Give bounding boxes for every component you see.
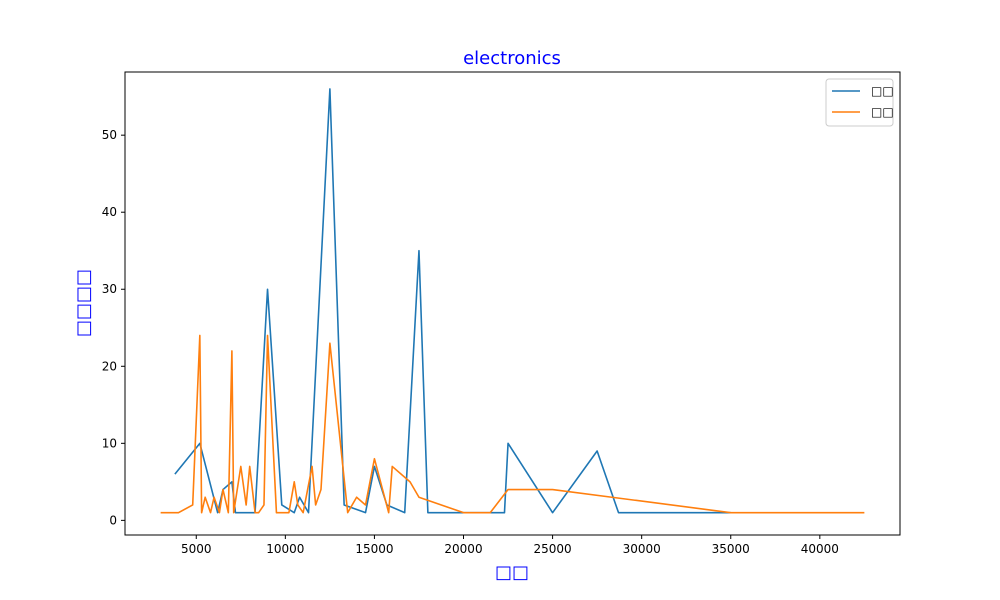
series-line-1 xyxy=(160,334,865,514)
x-axis-ticks: 5000 10000 15000 20000 25000 30000 35000 40000 xyxy=(181,535,839,556)
x-tick-label: 35000 xyxy=(712,542,750,556)
y-tick-label: 10 xyxy=(102,436,117,450)
x-axis-title: □□ xyxy=(495,562,529,583)
legend: □□ □□ xyxy=(825,78,894,127)
x-tick-label: 25000 xyxy=(533,542,571,556)
series-lines xyxy=(160,88,865,514)
x-tick-label: 10000 xyxy=(266,542,304,556)
y-axis-ticks: 0 10 20 30 40 50 xyxy=(102,128,125,527)
y-tick-label: 50 xyxy=(102,128,117,142)
y-tick-label: 0 xyxy=(109,513,117,527)
x-tick-label: 5000 xyxy=(181,542,212,556)
y-tick-label: 40 xyxy=(102,205,117,219)
y-tick-label: 30 xyxy=(102,282,117,296)
x-tick-label: 40000 xyxy=(801,542,839,556)
y-axis-title: □□□□ xyxy=(73,269,94,337)
chart-title: electronics xyxy=(463,48,561,69)
x-tick-label: 30000 xyxy=(623,542,661,556)
y-tick-label: 20 xyxy=(102,359,117,373)
plot-area-frame xyxy=(124,71,901,536)
x-tick-label: 15000 xyxy=(355,542,393,556)
x-tick-label: 20000 xyxy=(444,542,482,556)
legend-label-1: □□ xyxy=(871,105,894,119)
legend-label-0: □□ xyxy=(871,84,894,98)
